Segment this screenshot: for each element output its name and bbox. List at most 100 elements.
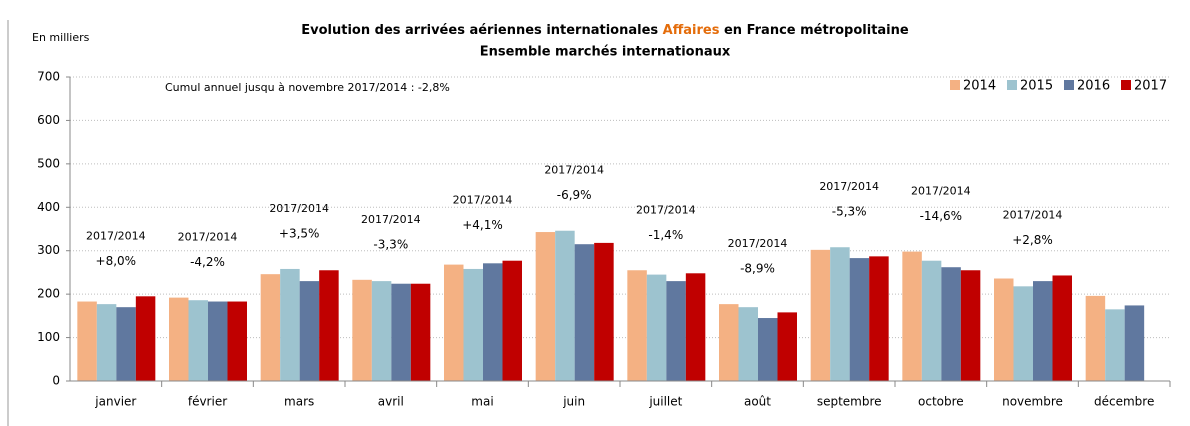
annotation-value: -14,6%	[920, 209, 962, 223]
annotation-label: 2017/2014	[911, 185, 971, 198]
bar	[188, 300, 208, 381]
legend-label: 2015	[1020, 79, 1053, 94]
bar	[352, 279, 372, 381]
bar	[1013, 286, 1033, 381]
bar	[738, 307, 758, 381]
bar	[594, 242, 614, 381]
x-tick-label: mars	[284, 395, 314, 409]
bar	[646, 274, 667, 381]
bar	[869, 256, 889, 381]
bar	[960, 270, 981, 381]
bar	[116, 307, 136, 381]
y-tick-label: 400	[37, 200, 60, 214]
y-tick-label: 100	[37, 330, 60, 344]
annotation-value: -3,3%	[373, 237, 408, 251]
annotation-label: 2017/2014	[361, 213, 421, 226]
bar	[444, 264, 464, 381]
annotation-label: 2017/2014	[453, 194, 513, 207]
annotation-label: 2017/2014	[728, 237, 788, 250]
annotation-value: +2,8%	[1012, 233, 1053, 247]
bar	[849, 258, 870, 381]
bar	[758, 318, 778, 381]
bar	[169, 297, 189, 381]
bar	[502, 260, 522, 381]
annotation-value: -1,4%	[648, 228, 683, 242]
legend-swatch	[1007, 80, 1017, 90]
x-tick-label: juin	[562, 395, 585, 409]
annotation-label: 2017/2014	[819, 180, 879, 193]
bar	[227, 301, 247, 381]
annotation-value: +4,1%	[462, 218, 503, 232]
bar	[260, 274, 281, 381]
annotation-label: 2017/2014	[269, 202, 329, 215]
bar	[1052, 275, 1072, 381]
bar	[371, 281, 392, 381]
bar	[410, 283, 431, 381]
y-tick-label: 0	[52, 374, 60, 388]
x-tick-label: octobre	[918, 395, 964, 409]
bar	[1085, 295, 1106, 381]
bar	[1033, 281, 1053, 381]
annotation-value: -4,2%	[190, 255, 225, 269]
bar	[902, 251, 922, 381]
x-tick-label: septembre	[817, 395, 882, 409]
x-tick-label: janvier	[94, 395, 136, 409]
bar	[719, 304, 739, 381]
x-tick-label: août	[744, 395, 771, 409]
annotation-value: +3,5%	[279, 226, 320, 240]
title-part: Evolution des arrivées aériennes interna…	[301, 23, 662, 38]
x-tick-label: novembre	[1002, 395, 1063, 409]
chart-subtitle: Ensemble marchés internationaux	[480, 45, 731, 60]
bar	[627, 270, 647, 381]
x-tick-label: mai	[471, 395, 493, 409]
bar	[555, 230, 575, 381]
annotation-label: 2017/2014	[636, 203, 696, 216]
bar	[810, 249, 831, 381]
bar	[921, 260, 942, 381]
bar	[463, 268, 483, 381]
y-tick-label: 200	[37, 287, 60, 301]
bar	[830, 247, 850, 381]
bar	[319, 270, 339, 381]
annotation-label: 2017/2014	[86, 229, 146, 242]
legend-label: 2016	[1077, 79, 1110, 94]
annotation-label: 2017/2014	[1003, 208, 1063, 221]
legend-label: 2014	[963, 79, 996, 94]
bar	[77, 301, 97, 381]
x-tick-label: avril	[378, 395, 404, 409]
x-tick-label: février	[188, 395, 227, 409]
bar	[1124, 305, 1145, 381]
bar	[280, 268, 300, 381]
y-tick-label: 500	[37, 156, 60, 170]
note: Cumul annuel jusqu à novembre 2017/2014 …	[165, 81, 450, 94]
title-part: en France métropolitaine	[719, 23, 908, 38]
annotation-value: -6,9%	[557, 188, 592, 202]
annotation-label: 2017/2014	[544, 164, 604, 177]
bar	[941, 267, 961, 381]
bar	[685, 273, 706, 381]
y-axis-label: En milliers	[32, 31, 90, 44]
bar	[96, 304, 117, 381]
x-tick-label: juillet	[648, 395, 682, 409]
bar	[535, 232, 556, 381]
bar	[1105, 309, 1125, 381]
bar	[666, 281, 686, 381]
annotation-value: -8,9%	[740, 262, 775, 276]
title-part: Affaires	[663, 23, 720, 38]
annotation-value: -5,3%	[832, 205, 867, 219]
legend-swatch	[1121, 80, 1131, 90]
y-tick-label: 300	[37, 243, 60, 257]
bar	[135, 296, 156, 381]
bar	[483, 263, 503, 381]
annotation-label: 2017/2014	[178, 231, 238, 244]
legend-swatch	[950, 80, 960, 90]
bar	[994, 278, 1014, 381]
bar	[574, 244, 595, 381]
legend-swatch	[1064, 80, 1074, 90]
x-tick-label: décembre	[1094, 395, 1154, 409]
y-tick-label: 600	[37, 113, 60, 127]
chart-title: Evolution des arrivées aériennes interna…	[301, 23, 909, 38]
bar	[208, 301, 228, 381]
annotation-value: +8,0%	[96, 254, 137, 268]
